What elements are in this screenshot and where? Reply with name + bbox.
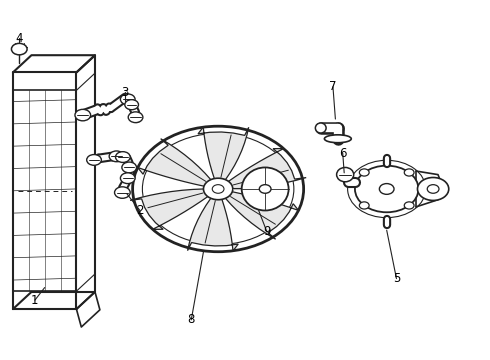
Circle shape — [404, 169, 414, 176]
Ellipse shape — [337, 167, 354, 182]
Ellipse shape — [316, 123, 326, 133]
Circle shape — [121, 173, 135, 184]
Circle shape — [427, 185, 439, 193]
Text: 3: 3 — [122, 86, 129, 99]
Circle shape — [75, 109, 91, 121]
Circle shape — [128, 112, 143, 123]
Circle shape — [417, 177, 449, 201]
Polygon shape — [228, 149, 306, 189]
Text: 7: 7 — [329, 80, 337, 93]
Circle shape — [404, 202, 414, 209]
Text: 9: 9 — [263, 225, 271, 238]
Circle shape — [121, 94, 135, 105]
Text: 5: 5 — [393, 272, 400, 285]
Circle shape — [11, 43, 27, 55]
Circle shape — [122, 162, 137, 173]
Text: 1: 1 — [31, 294, 39, 307]
Polygon shape — [138, 139, 211, 186]
Circle shape — [109, 151, 124, 162]
Text: 4: 4 — [16, 32, 23, 45]
Circle shape — [359, 169, 369, 176]
Polygon shape — [130, 189, 208, 229]
Circle shape — [355, 166, 418, 212]
Circle shape — [259, 185, 271, 193]
Ellipse shape — [242, 167, 289, 211]
Circle shape — [116, 152, 130, 162]
Circle shape — [379, 184, 394, 194]
Circle shape — [125, 100, 139, 110]
Text: 6: 6 — [339, 147, 346, 159]
Circle shape — [115, 187, 130, 198]
Circle shape — [133, 126, 304, 252]
Text: 8: 8 — [188, 313, 195, 327]
Circle shape — [212, 185, 224, 193]
Circle shape — [359, 202, 369, 209]
Polygon shape — [188, 198, 238, 251]
Text: 2: 2 — [136, 204, 144, 217]
Circle shape — [87, 154, 101, 165]
Polygon shape — [198, 127, 249, 180]
Circle shape — [203, 178, 233, 200]
Polygon shape — [225, 192, 298, 239]
Ellipse shape — [324, 135, 351, 143]
